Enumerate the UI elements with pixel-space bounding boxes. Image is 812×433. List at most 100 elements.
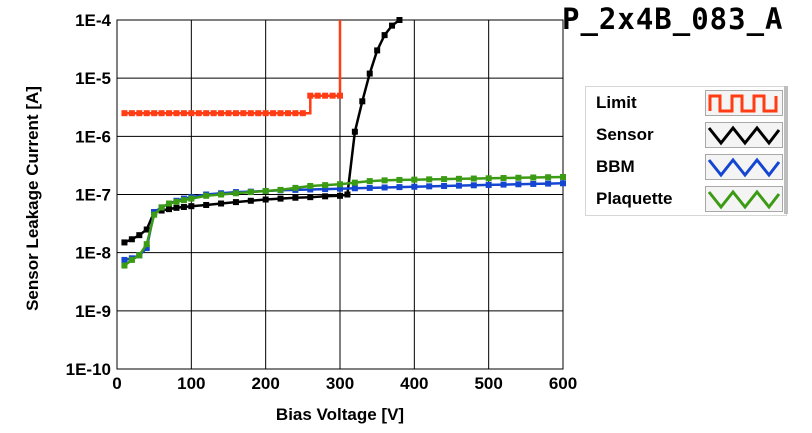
data-point-plaquette	[441, 176, 448, 183]
data-point-limit	[284, 110, 291, 117]
data-point-bbm	[560, 180, 566, 187]
data-point-sensor	[188, 203, 195, 210]
chart-title: P_2x4B_083_A	[562, 2, 784, 36]
legend-swatch-sensor[interactable]	[705, 122, 783, 148]
data-point-sensor	[121, 239, 128, 246]
data-point-limit	[329, 92, 336, 99]
data-point-sensor	[173, 204, 180, 211]
data-point-sensor	[218, 200, 225, 207]
data-point-limit	[158, 110, 165, 117]
data-point-sensor	[158, 207, 165, 214]
data-point-plaquette	[128, 256, 135, 263]
data-point-bbm	[322, 186, 329, 193]
data-point-limit	[143, 110, 150, 117]
x-tick-label: 100	[177, 374, 205, 393]
data-point-limit	[262, 110, 269, 117]
legend-item-plaquette[interactable]: Plaquette	[586, 183, 786, 215]
data-point-bbm	[470, 182, 477, 189]
data-point-sensor	[136, 232, 143, 239]
y-tick-label: 1E-6	[75, 127, 111, 146]
data-point-sensor	[203, 201, 210, 208]
series-layer	[121, 17, 566, 269]
data-point-plaquette	[173, 198, 180, 205]
data-point-plaquette	[337, 181, 343, 188]
data-point-sensor	[307, 194, 314, 201]
y-tick-label: 1E-8	[75, 244, 111, 263]
data-point-sensor	[232, 199, 239, 206]
data-point-plaquette	[530, 174, 537, 181]
data-point-plaquette	[381, 177, 388, 184]
data-point-plaquette	[262, 187, 269, 194]
data-point-sensor	[128, 236, 135, 243]
data-point-sensor	[292, 194, 299, 201]
legend-scrollbar[interactable]	[784, 86, 788, 214]
data-point-limit	[307, 92, 314, 99]
data-point-bbm	[485, 181, 492, 188]
legend-item-sensor[interactable]: Sensor	[586, 119, 786, 151]
data-point-plaquette	[143, 241, 150, 248]
legend-swatch-plaquette[interactable]	[705, 186, 783, 212]
data-point-plaquette	[307, 183, 314, 190]
data-point-plaquette	[151, 211, 158, 218]
data-point-bbm	[441, 183, 448, 190]
y-tick-label: 1E-4	[75, 11, 111, 30]
x-tick-label: 500	[474, 374, 502, 393]
data-point-limit	[292, 110, 299, 117]
data-point-limit	[195, 110, 202, 117]
data-point-sensor	[351, 128, 358, 135]
data-point-limit	[218, 110, 225, 117]
legend-swatch-limit[interactable]	[705, 90, 783, 116]
data-point-limit	[136, 110, 143, 117]
data-point-sensor	[396, 17, 403, 23]
legend-line-plaquette	[707, 189, 781, 210]
data-point-plaquette	[292, 184, 299, 191]
data-point-bbm	[500, 181, 507, 188]
data-point-limit	[210, 110, 217, 117]
data-point-limit	[188, 110, 195, 117]
data-point-plaquette	[396, 176, 403, 183]
legend-label-bbm: BBM	[596, 157, 635, 176]
data-point-limit	[337, 92, 343, 99]
y-tick-label: 1E-7	[75, 186, 111, 205]
data-point-sensor	[322, 193, 329, 200]
data-point-limit	[173, 110, 180, 117]
data-point-sensor	[180, 203, 187, 210]
data-point-limit	[232, 110, 239, 117]
data-point-bbm	[307, 186, 314, 193]
y-tick-label: 1E-9	[75, 302, 111, 321]
legend-line-limit	[708, 94, 778, 113]
y-tick-label: 1E-5	[75, 69, 111, 88]
legend-item-limit[interactable]: Limit	[586, 87, 786, 119]
zigzag-icon	[707, 125, 781, 146]
x-tick-label: 300	[326, 374, 354, 393]
data-point-plaquette	[188, 195, 195, 202]
data-point-bbm	[121, 256, 128, 263]
data-point-limit	[203, 110, 210, 117]
data-point-bbm	[337, 185, 343, 192]
y-axis-label: Sensor Leakage Current [A]	[23, 86, 42, 311]
legend[interactable]: Limit Sensor BBM Plaquette	[585, 86, 787, 216]
data-point-plaquette	[470, 175, 477, 182]
zigzag-icon	[707, 157, 781, 178]
data-point-limit	[270, 110, 277, 117]
data-point-bbm	[396, 184, 403, 191]
data-point-sensor	[166, 206, 173, 213]
data-point-limit	[166, 110, 173, 117]
data-point-sensor	[366, 70, 373, 77]
data-point-bbm	[515, 181, 522, 188]
legend-item-bbm[interactable]: BBM	[586, 151, 786, 183]
data-point-sensor	[344, 191, 351, 198]
data-point-plaquette	[545, 174, 552, 181]
data-point-bbm	[351, 185, 358, 192]
legend-swatch-bbm[interactable]	[705, 154, 783, 180]
data-point-limit	[314, 92, 321, 99]
data-point-plaquette	[500, 175, 507, 182]
data-point-sensor	[143, 226, 150, 233]
data-point-limit	[151, 110, 158, 117]
data-point-bbm	[455, 182, 462, 189]
data-point-plaquette	[515, 174, 522, 181]
legend-label-sensor: Sensor	[596, 125, 654, 144]
data-point-bbm	[530, 180, 537, 187]
data-point-plaquette	[158, 204, 165, 211]
